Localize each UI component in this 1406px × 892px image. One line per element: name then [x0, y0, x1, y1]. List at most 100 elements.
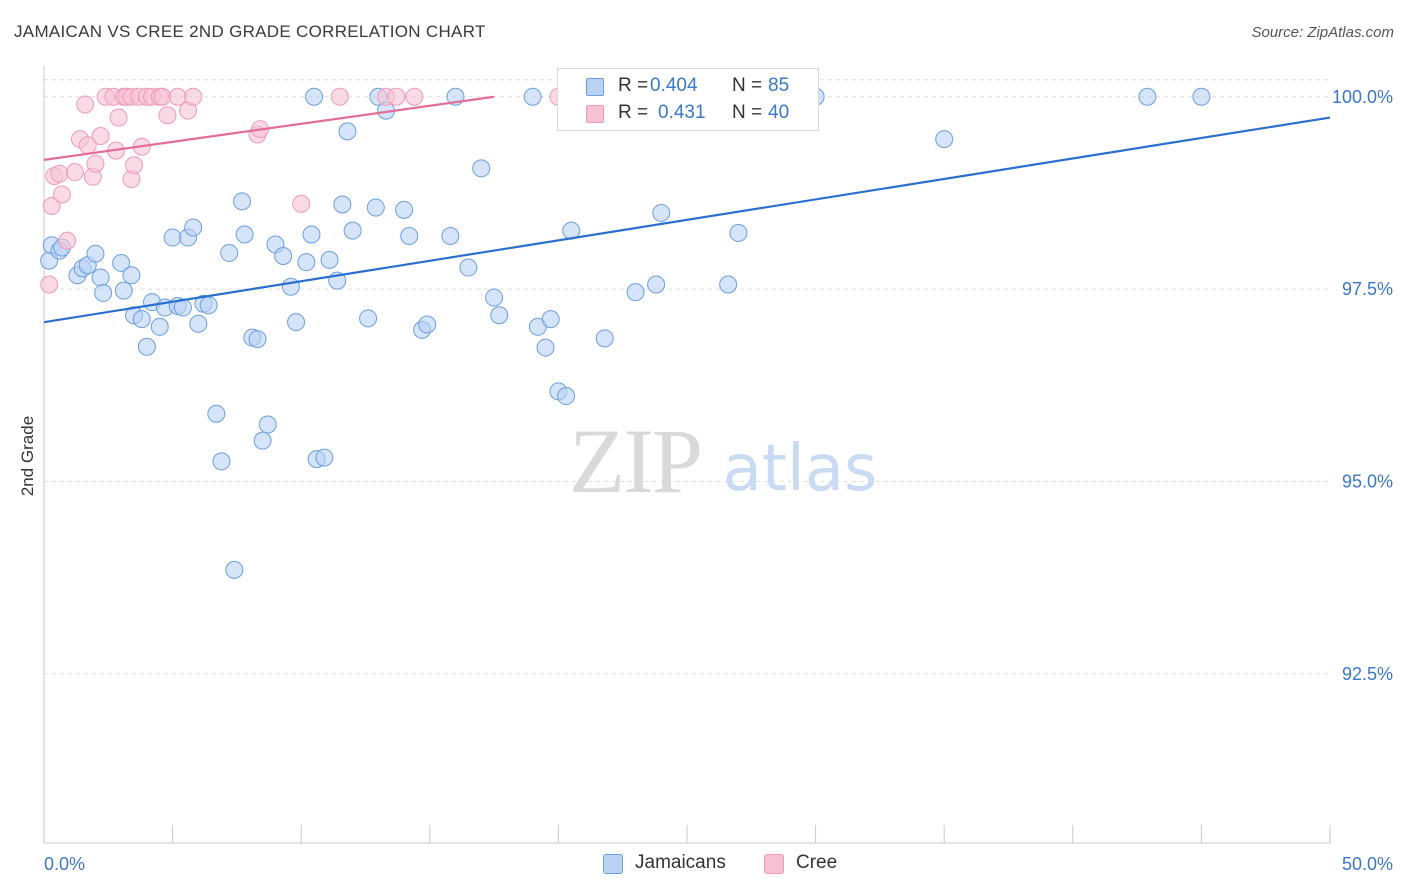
jamaicans-point	[163, 228, 182, 247]
jamaicans-point	[472, 159, 491, 178]
jamaicans-point	[1192, 87, 1211, 106]
y-tick-label: 92.5%	[1342, 664, 1393, 684]
jamaicans-point	[150, 317, 169, 336]
cree-point	[50, 164, 69, 183]
data-points	[40, 87, 1211, 579]
cree-point	[153, 87, 172, 106]
jamaicans-point	[94, 283, 113, 302]
cree-point	[125, 156, 144, 175]
x-tick-label-min: 0.0%	[44, 854, 85, 874]
jamaicans-point	[338, 122, 357, 141]
jamaicans-point	[220, 243, 239, 262]
jamaicans-point	[1138, 87, 1157, 106]
jamaicans-point	[400, 227, 419, 246]
jamaicans-point	[343, 221, 362, 240]
cree-point	[40, 275, 59, 294]
cree-point	[184, 87, 203, 106]
axes	[43, 66, 1331, 844]
cree-point	[76, 95, 95, 114]
n-label: N =	[732, 75, 763, 96]
jamaicans-point	[184, 218, 203, 237]
jamaicans-point	[212, 452, 231, 471]
cree-point	[158, 106, 177, 125]
jamaicans-point	[274, 247, 293, 266]
jamaicans-point	[557, 387, 576, 406]
watermark-zip: ZIP	[569, 410, 701, 512]
jamaicans-point	[315, 448, 334, 467]
jamaicans-swatch-icon	[586, 78, 604, 96]
n-value: 85	[768, 75, 790, 96]
stats-legend-row-cree: R = 0.431 N = 40	[558, 100, 818, 128]
jamaicans-point	[114, 281, 133, 300]
r-value: 0.404	[650, 75, 698, 96]
cree-point	[86, 154, 105, 173]
cree-point	[168, 87, 187, 106]
y-tick-label: 100.0%	[1332, 87, 1393, 107]
jamaicans-point	[302, 225, 321, 244]
jamaicans-point	[441, 227, 460, 246]
jamaicans-point	[935, 130, 954, 149]
chart-title: JAMAICAN VS CREE 2ND GRADE CORRELATION C…	[14, 22, 486, 41]
jamaicans-point	[418, 315, 437, 334]
cree-trend-line	[43, 95, 495, 161]
jamaicans-point	[305, 87, 324, 106]
jamaicans-point	[333, 195, 352, 214]
n-value: 40	[768, 102, 790, 123]
cree-point	[65, 163, 84, 182]
jamaicans-point	[297, 253, 316, 272]
r-value: 0.431	[658, 102, 706, 123]
jamaicans-point	[235, 225, 254, 244]
cree-legend-icon	[764, 854, 784, 874]
jamaicans-point	[86, 244, 105, 263]
cree-point	[292, 194, 311, 213]
jamaicans-legend-icon	[603, 854, 623, 874]
jamaicans-point	[132, 310, 151, 329]
jamaicans-point	[523, 87, 542, 106]
grid-lines	[44, 79, 1330, 675]
y-tick-label: 97.5%	[1342, 279, 1393, 299]
x-tick-label-max: 50.0%	[1342, 854, 1393, 874]
r-label: R =	[618, 75, 649, 96]
jamaicans-point	[459, 258, 478, 277]
jamaicans-point	[359, 309, 378, 328]
x-tick-labels: 0.0% 50.0%	[44, 854, 1393, 874]
jamaicans-point	[719, 275, 738, 294]
cree-point	[330, 87, 349, 106]
watermark-atlas: atlas	[723, 432, 878, 506]
trend-lines	[43, 95, 1331, 324]
jamaicans-point	[233, 192, 252, 211]
stats-legend-row-jamaicans: R = 0.404 N = 85	[558, 73, 818, 101]
jamaicans-point	[490, 306, 509, 325]
jamaicans-point	[395, 200, 414, 219]
watermark: ZIP atlas	[569, 410, 877, 512]
y-axis-label: 2nd Grade	[18, 415, 37, 497]
jamaicans-point	[626, 283, 645, 302]
jamaicans-point	[91, 268, 110, 287]
cree-swatch-icon	[586, 105, 604, 123]
jamaicans-point	[207, 404, 226, 423]
jamaicans-point	[253, 431, 272, 450]
jamaicans-point	[729, 223, 748, 242]
jamaicans-point	[287, 313, 306, 332]
jamaicans-point	[122, 266, 141, 285]
jamaicans-point	[541, 310, 560, 329]
jamaicans-trend-line	[43, 116, 1331, 324]
stats-legend: R = 0.404 N = 85 R = 0.431 N = 40	[557, 68, 819, 131]
legend-label-jamaicans: Jamaicans	[635, 852, 726, 873]
y-tick-labels: 100.0% 97.5% 95.0% 92.5%	[1332, 87, 1393, 684]
jamaicans-point	[199, 296, 218, 315]
cree-point	[405, 87, 424, 106]
jamaicans-point	[647, 275, 666, 294]
cree-point	[387, 87, 406, 106]
cree-point	[53, 185, 72, 204]
jamaicans-point	[258, 415, 277, 434]
cree-point	[42, 197, 61, 216]
jamaicans-point	[189, 314, 208, 333]
legend-label-cree: Cree	[796, 852, 838, 873]
jamaicans-point	[225, 560, 244, 579]
jamaicans-point	[536, 338, 555, 357]
n-label: N =	[732, 102, 763, 123]
jamaicans-point	[248, 330, 267, 349]
cree-point	[58, 231, 77, 250]
